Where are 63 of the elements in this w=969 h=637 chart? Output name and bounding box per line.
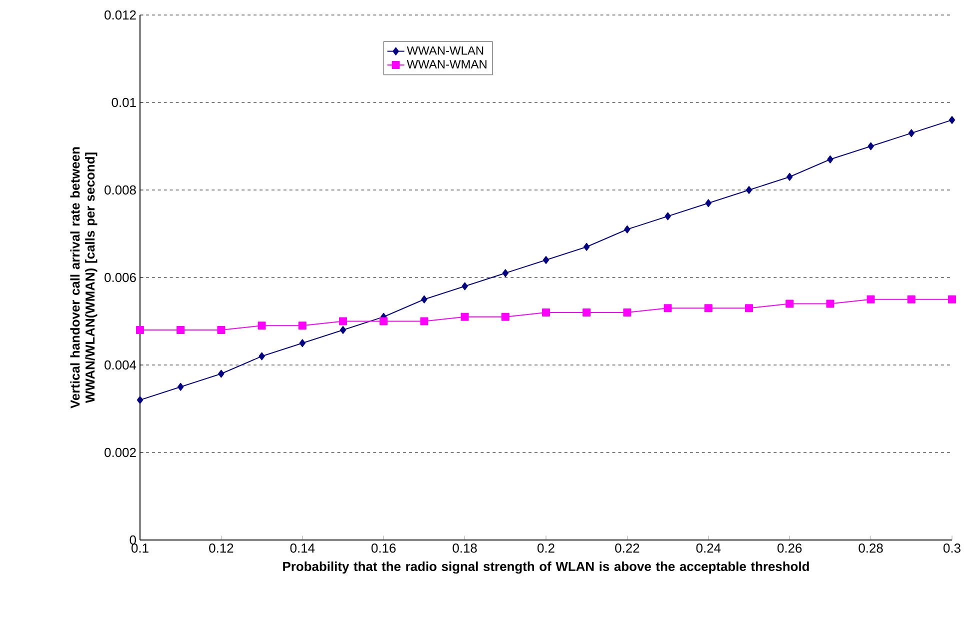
point xyxy=(421,295,428,304)
x-tick-label: 0.3 xyxy=(944,544,960,553)
x-tick-label: 0.22 xyxy=(615,544,640,553)
x-tick-label: 0.26 xyxy=(778,544,802,553)
point xyxy=(582,308,591,316)
point xyxy=(217,326,226,334)
point xyxy=(420,317,428,326)
point xyxy=(299,339,306,348)
point xyxy=(746,186,752,194)
legend-label: WWAN-WLAN xyxy=(406,46,484,55)
point xyxy=(664,212,671,220)
point xyxy=(826,300,834,308)
point xyxy=(866,295,875,304)
point xyxy=(908,129,915,138)
point xyxy=(745,304,754,312)
y-tick-label: 0.008 xyxy=(104,185,136,195)
point xyxy=(258,322,266,330)
point xyxy=(786,300,794,308)
point xyxy=(868,142,874,150)
point xyxy=(136,396,144,404)
point xyxy=(948,116,956,124)
point xyxy=(583,242,590,251)
x-tick-label: 0.24 xyxy=(696,544,721,553)
point xyxy=(907,295,916,304)
point xyxy=(501,312,510,321)
x-tick-label: 0.1 xyxy=(131,544,148,553)
point xyxy=(542,256,550,264)
x-tick-label: 0.18 xyxy=(452,544,477,553)
y-tick-label: 0.01 xyxy=(112,98,136,108)
point xyxy=(704,304,712,312)
point xyxy=(462,282,468,290)
point xyxy=(339,317,347,326)
x-tick-label: 0.2 xyxy=(538,544,554,553)
point xyxy=(218,370,224,378)
y-tick-label: 0.002 xyxy=(104,448,136,458)
y-tick-label: 0.004 xyxy=(104,360,136,370)
point xyxy=(705,199,712,208)
point xyxy=(177,382,184,391)
x-tick-label: 0.14 xyxy=(290,544,315,553)
point xyxy=(827,155,834,164)
point xyxy=(340,326,346,334)
y-axis-title: Vertical handover call arrival rate between WWAN/WLAN(WMAN) [calls per second] xyxy=(70,147,98,408)
point xyxy=(176,326,185,334)
point xyxy=(786,172,793,181)
point xyxy=(664,304,672,312)
point xyxy=(623,308,632,316)
legend-label: WWAN-WMAN xyxy=(406,60,486,68)
point xyxy=(502,269,509,278)
point xyxy=(948,295,956,304)
x-axis-title: Probability that the radio signal strength of WLAN is above the acceptable threshold xyxy=(283,562,809,574)
point xyxy=(542,308,550,316)
point xyxy=(460,312,469,321)
point xyxy=(298,322,306,330)
point xyxy=(380,317,388,326)
y-tick-label: 0 xyxy=(130,535,136,545)
x-tick-label: 0.12 xyxy=(209,544,234,553)
y-tick-label: 0.006 xyxy=(104,272,136,282)
point xyxy=(136,326,144,334)
x-tick-label: 0.16 xyxy=(371,544,396,553)
point xyxy=(624,225,630,234)
point xyxy=(258,352,265,360)
x-tick-label: 0.28 xyxy=(858,544,883,553)
y-tick-label: 0.012 xyxy=(104,10,136,20)
